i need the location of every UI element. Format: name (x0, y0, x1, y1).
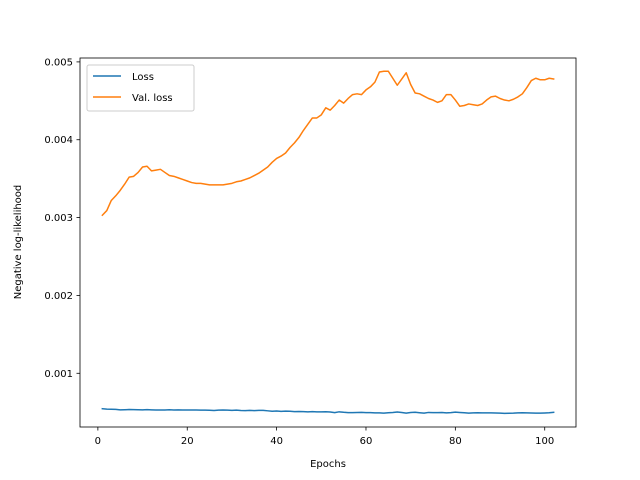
x-tick-label: 80 (449, 436, 462, 447)
y-tick-label: 0.001 (44, 369, 73, 380)
x-tick-label: 60 (360, 436, 373, 447)
y-tick-label: 0.003 (44, 213, 73, 224)
y-axis-label: Negative log-likelihood (13, 185, 24, 300)
x-tick-label: 0 (95, 436, 101, 447)
y-tick-label: 0.002 (44, 291, 73, 302)
y-axis: 0.001 0.002 0.003 0.004 0.005 (44, 57, 80, 380)
x-tick-label: 100 (535, 436, 554, 447)
series-layer (101, 70, 555, 415)
series-line-loss (101, 407, 555, 415)
y-tick-label: 0.005 (44, 57, 73, 68)
x-tick-label: 40 (270, 436, 283, 447)
y-tick-label: 0.004 (44, 135, 73, 146)
legend-label: Val. loss (132, 93, 173, 104)
x-tick-label: 20 (181, 436, 194, 447)
x-axis-label: Epochs (310, 459, 346, 470)
plot-frame (79, 57, 577, 428)
legend: Loss Val. loss (86, 64, 195, 112)
series-line-val-loss (101, 70, 555, 217)
legend-label: Loss (132, 72, 154, 83)
x-axis: 0 20 40 60 80 100 (95, 427, 554, 447)
